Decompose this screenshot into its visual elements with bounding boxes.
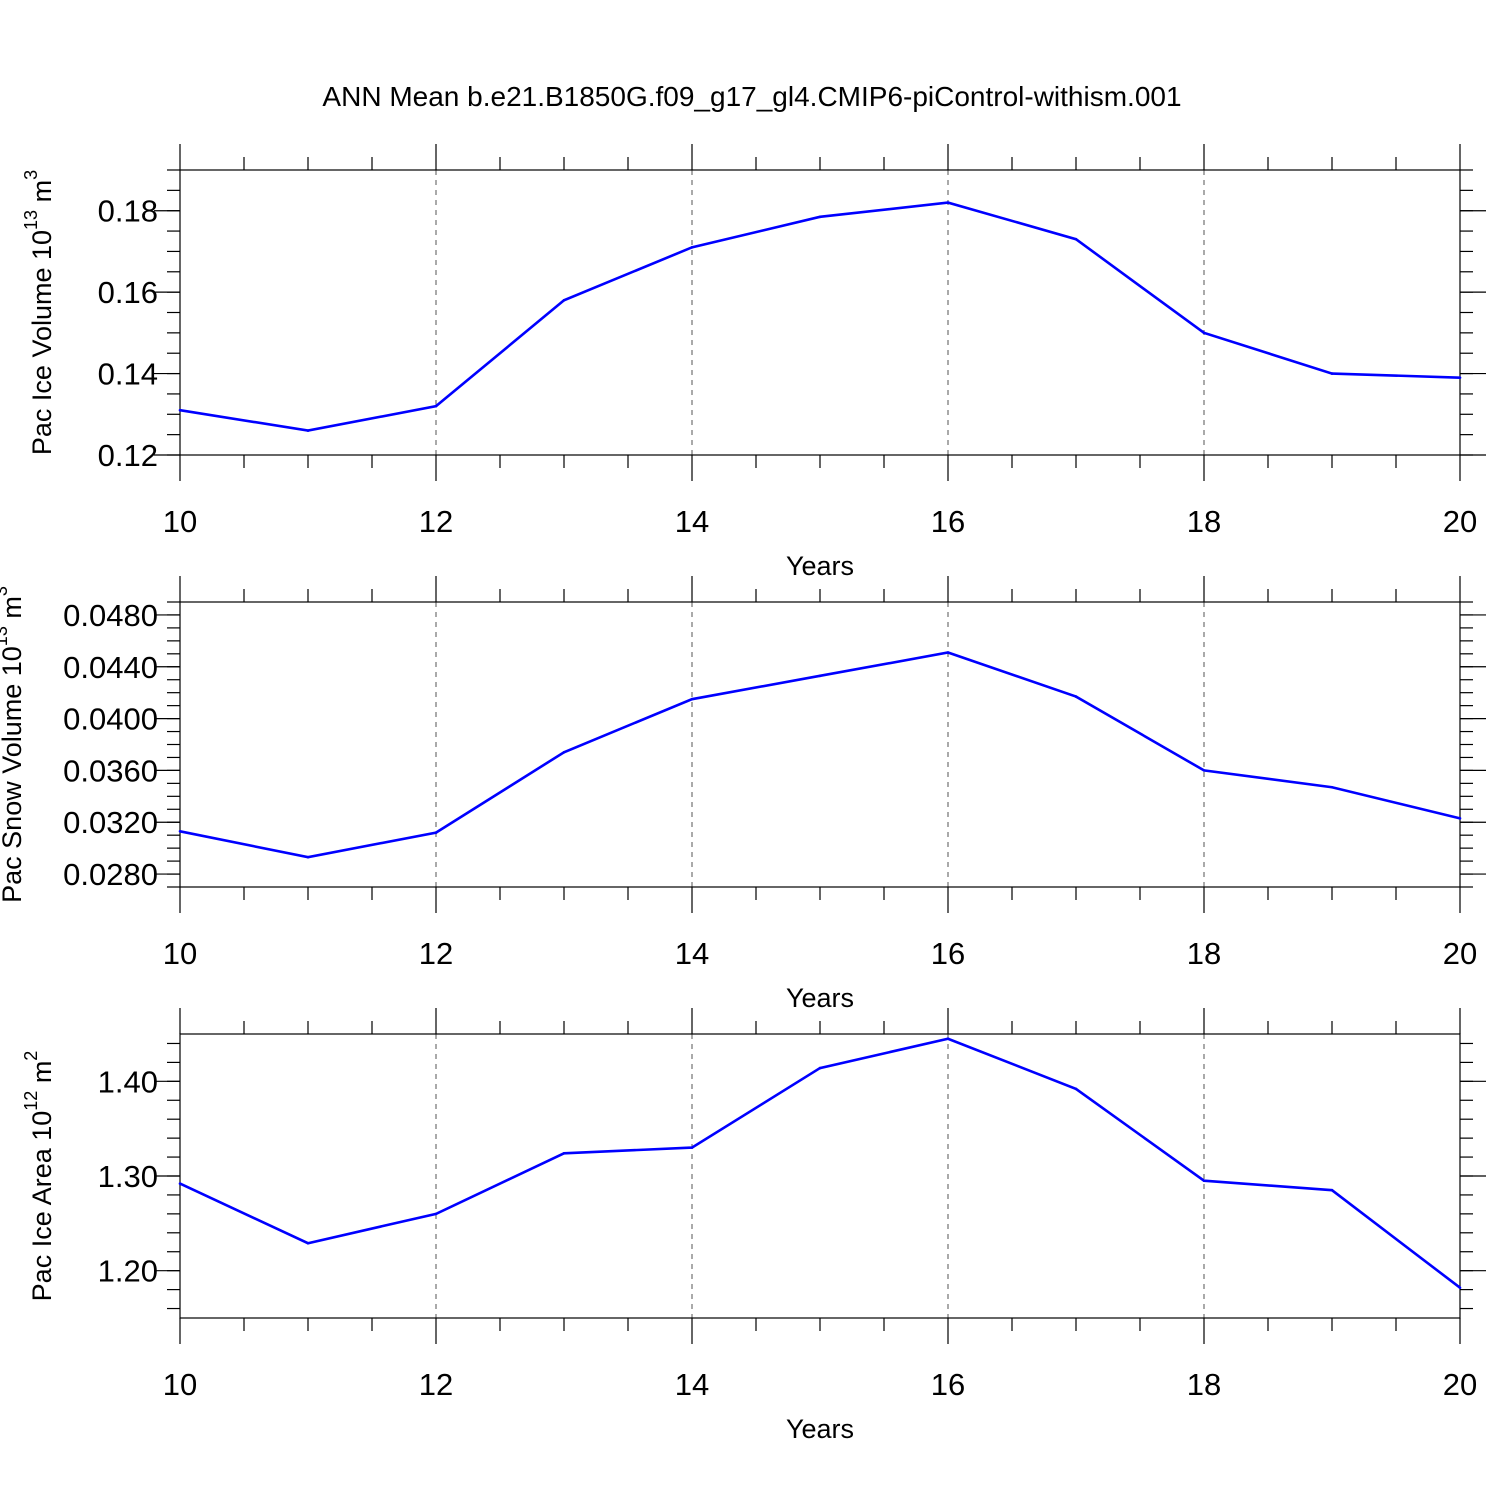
y-axis-title: Pac Ice Volume 1013​ m3​ — [21, 170, 57, 455]
y-tick-label: 0.0440 — [63, 650, 158, 685]
data-point — [690, 1146, 694, 1149]
data-point — [946, 651, 950, 654]
x-tick-label: 16 — [931, 504, 965, 539]
x-tick-label: 20 — [1443, 504, 1477, 539]
series-line — [179, 1037, 1461, 1289]
y-axis-title-part: m — [0, 596, 27, 626]
y-tick-label: 0.0280 — [63, 857, 158, 892]
series-line — [179, 651, 1461, 859]
data-point — [1330, 785, 1334, 789]
data-point — [1074, 237, 1078, 241]
y-axis-title-part: Pac Snow Volume 10 — [0, 646, 27, 903]
x-tick-label: 18 — [1187, 504, 1221, 539]
data-point — [1330, 1188, 1334, 1192]
panel-3: 1.20 1.30 1.40 10 12 14 16 18 20 Years Pac Ice Are… — [21, 1008, 1486, 1444]
data-point — [1202, 1179, 1206, 1183]
data-point — [690, 697, 694, 701]
x-tick-label: 18 — [1187, 1367, 1221, 1402]
data-point — [1202, 331, 1206, 335]
x-tick-label: 12 — [419, 1367, 453, 1402]
data-point — [306, 1241, 310, 1245]
data-point — [1458, 1286, 1462, 1290]
y-axis-title-superscript: 12 — [21, 1091, 41, 1111]
x-tick-label: 14 — [675, 504, 709, 539]
plot-frame — [179, 1033, 1461, 1319]
data-point — [1458, 817, 1462, 820]
y-tick-label: 1.20 — [98, 1254, 158, 1289]
data-point — [562, 298, 566, 302]
data-point — [1074, 1087, 1078, 1091]
data-point — [946, 201, 950, 204]
y-tick-label: 1.40 — [98, 1064, 158, 1099]
y-axis-title-part: m — [27, 180, 57, 210]
y-axis-title-superscript: 13 — [21, 210, 41, 230]
data-point — [178, 829, 182, 833]
x-tick-label: 14 — [675, 1367, 709, 1402]
y-tick-label: 0.16 — [98, 275, 158, 310]
series-line — [179, 201, 1461, 432]
data-point — [434, 404, 438, 408]
y-axis-title: Pac Ice Area 1012​ m2​ — [21, 1051, 57, 1302]
data-point — [562, 750, 566, 754]
y-axis-title-superscript: 3 — [21, 170, 41, 180]
data-point — [562, 1151, 566, 1155]
x-tick-label: 10 — [163, 936, 197, 971]
y-axis-title-part: m — [27, 1061, 57, 1091]
data-point — [818, 674, 822, 678]
plot-frame — [179, 169, 1461, 456]
y-tick-label: 0.0320 — [63, 805, 158, 840]
y-axis-title-superscript: 3 — [0, 586, 11, 596]
x-tick-label: 16 — [931, 1367, 965, 1402]
x-tick-label: 14 — [675, 936, 709, 971]
x-tick-label: 16 — [931, 936, 965, 971]
x-tick-label: 20 — [1443, 936, 1477, 971]
panel-2: 0.0280 0.0320 0.0360 0.0400 0.0440 0.0480 10 12… — [0, 576, 1486, 1013]
data-point — [1202, 769, 1206, 772]
data-point — [946, 1037, 950, 1041]
y-tick-label: 1.30 — [98, 1159, 158, 1194]
y-tick-label: 0.14 — [98, 357, 158, 392]
data-point — [306, 855, 310, 859]
y-tick-label: 0.0360 — [63, 753, 158, 788]
data-point — [178, 408, 182, 412]
y-tick-label: 0.0400 — [63, 702, 158, 737]
x-axis-title: Years — [786, 983, 854, 1013]
y-axis-title-part: Pac Ice Area 10 — [27, 1111, 57, 1302]
data-point — [434, 1212, 438, 1216]
x-tick-label: 12 — [419, 936, 453, 971]
data-point — [1458, 376, 1462, 379]
y-axis-title: Pac Snow Volume 1013​ m3​ — [0, 586, 27, 903]
data-point — [818, 215, 822, 219]
data-point — [1074, 695, 1078, 698]
data-point — [178, 1182, 182, 1185]
x-tick-label: 18 — [1187, 936, 1221, 971]
x-tick-label: 12 — [419, 504, 453, 539]
x-tick-label: 10 — [163, 504, 197, 539]
x-axis-title: Years — [786, 1414, 854, 1444]
data-point — [818, 1066, 822, 1070]
y-axis-title-superscript: 2 — [21, 1051, 41, 1061]
x-tick-label: 20 — [1443, 1367, 1477, 1402]
data-point — [690, 246, 694, 249]
y-axis-title-superscript: 13 — [0, 626, 11, 646]
data-point — [306, 429, 310, 432]
x-tick-label: 10 — [163, 1367, 197, 1402]
data-point — [1330, 372, 1334, 375]
panel-1: 0.12 0.14 0.16 0.18 10 12 14 16 18 20 Years Pac Ice… — [21, 144, 1486, 581]
x-axis-title: Years — [786, 551, 854, 581]
figure-title: ANN Mean b.e21.B1850G.f09_g17_gl4.CMIP6-… — [322, 81, 1181, 112]
y-tick-label: 0.18 — [98, 194, 158, 229]
data-point — [434, 831, 438, 834]
y-tick-label: 0.12 — [98, 438, 158, 473]
y-axis-title-part: Pac Ice Volume 10 — [27, 230, 57, 455]
y-tick-label: 0.0480 — [63, 598, 158, 633]
